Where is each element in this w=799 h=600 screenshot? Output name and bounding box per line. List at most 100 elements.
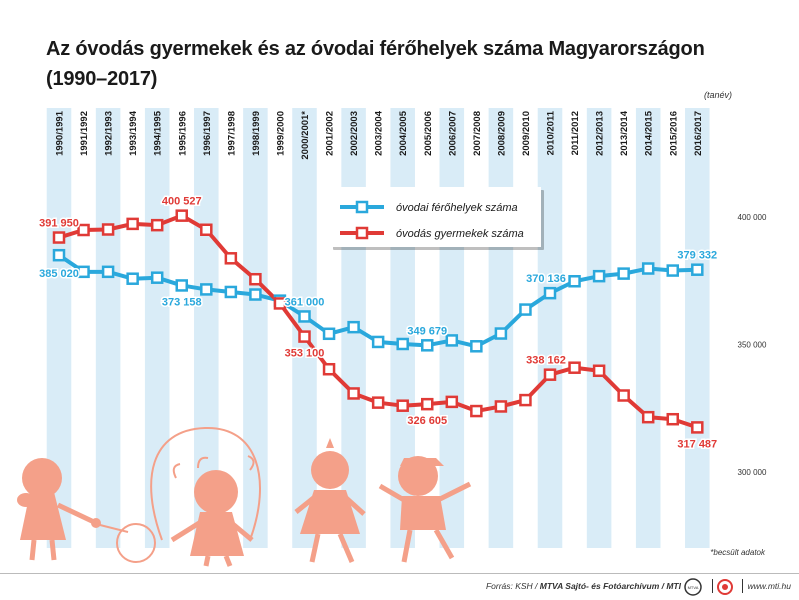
x-tick-label: 1993/1994 [128, 110, 139, 156]
children-marker [273, 297, 287, 310]
children-silhouettes [17, 426, 472, 567]
data-label: 361 000 [285, 296, 325, 308]
x-tick-label: 1995/1996 [177, 111, 188, 156]
capacity-marker [568, 275, 581, 288]
children-marker [519, 393, 532, 407]
children-marker [543, 368, 557, 381]
children-marker [77, 223, 90, 237]
children-marker [52, 231, 66, 244]
data-labels: 391 950 400 527 385 020 373 158 361 000 353 1… [38, 194, 719, 452]
x-tick-label: 1999/2000 [275, 111, 286, 156]
children-marker [175, 209, 188, 222]
x-tick-label: 2007/2008 [472, 111, 483, 156]
capacity-marker [77, 265, 90, 279]
children-marker [396, 399, 409, 412]
x-tick-label: 2005/2006 [423, 111, 434, 156]
legend-marker [355, 226, 369, 240]
children-marker [421, 397, 434, 411]
capacity-marker [494, 327, 508, 340]
x-tick-label: 2013/2014 [619, 110, 630, 156]
column-stripe [243, 108, 268, 548]
children-marker [592, 364, 606, 378]
column-stripe [537, 108, 563, 548]
capacity-marker [519, 303, 532, 316]
column-stripe [144, 108, 170, 548]
footer: Forrás: KSH / MTVA Sajtó- és Fotóarchívu… [0, 573, 799, 600]
capacity-marker [666, 264, 679, 277]
capacity-marker [298, 310, 311, 323]
x-tick-label: 2016/2017 [693, 111, 704, 156]
children-marker [249, 272, 262, 286]
x-axis-tick-labels: 1990/1991 1991/1992 1992/1993 1993/1994 1994… [55, 110, 704, 159]
source-text: Forrás: KSH / MTVA Sajtó- és Fotóarchívu… [486, 581, 681, 591]
capacity-marker [224, 285, 238, 299]
x-tick-label: 2002/2003 [349, 111, 360, 156]
capacity-marker [52, 248, 66, 262]
x-tick-label: 2009/2010 [521, 111, 532, 156]
y-tick-label: 300 000 [738, 468, 767, 477]
legend-label: óvodás gyermekek száma [396, 228, 524, 240]
capacity-marker [126, 272, 139, 285]
children-marker [568, 361, 581, 374]
legend-marker [355, 200, 369, 214]
mti-logo-icon [717, 579, 733, 595]
capacity-marker [249, 288, 262, 301]
x-tick-label: 2011/2012 [570, 111, 581, 155]
source-prefix: Forrás: KSH / [485, 581, 540, 591]
column-stripe [586, 108, 612, 548]
children-marker [224, 252, 238, 265]
x-tick-label: 2000/2001* [300, 111, 311, 160]
children-marker [150, 218, 164, 232]
x-tick-label: 1992/1993 [104, 111, 115, 156]
title-block: Az óvodás gyermekek és az óvodai férőhel… [46, 34, 766, 94]
girl-silhouette-icon [17, 458, 156, 563]
column-stripe [95, 108, 121, 548]
capacity-marker [150, 271, 164, 284]
children-marker [322, 362, 336, 376]
footer-url: www.mti.hu [747, 581, 791, 591]
boy-silhouette-icon [378, 456, 472, 563]
x-tick-label: 2012/2013 [595, 111, 606, 156]
capacity-marker [691, 263, 704, 276]
column-stripe [635, 108, 661, 548]
column-stripe [685, 108, 710, 548]
children-marker [691, 421, 704, 434]
data-label: 373 158 [162, 296, 202, 308]
footer-divider [741, 579, 743, 593]
capacity-marker [396, 337, 409, 351]
legend-label: óvodai férőhelyek száma [396, 202, 518, 214]
x-unit-label: (tanév) [704, 90, 732, 100]
column-stripes [46, 108, 710, 548]
chart-title: Az óvodás gyermekek és az óvodai férőhel… [46, 38, 705, 60]
x-tick-label: 2008/2009 [496, 111, 507, 156]
capacity-marker [371, 335, 385, 349]
y-tick-label: 350 000 [738, 341, 767, 350]
data-label: 349 679 [407, 325, 447, 337]
children-marker [371, 396, 385, 409]
x-tick-label: 1990/1991 [55, 110, 66, 156]
x-tick-label: 2014/2015 [644, 110, 655, 156]
x-tick-label: 2003/2004 [374, 110, 385, 156]
source-bold: MTVA Sajtó- és Fotóarchívum / MTI [539, 581, 681, 591]
data-label: 400 527 [162, 196, 202, 208]
children-marker [200, 223, 213, 236]
x-tick-label: 1991/1992 [79, 111, 90, 156]
data-label: 391 950 [39, 218, 79, 230]
children-marker [494, 400, 508, 413]
capacity-marker [421, 339, 434, 352]
children-marker [347, 387, 360, 400]
x-tick-label: 1996/1997 [202, 111, 213, 156]
children-marker [617, 389, 630, 402]
capacity-marker [543, 286, 557, 300]
jumprope-girl-silhouette-icon [150, 426, 261, 567]
data-label: 353 100 [285, 348, 325, 360]
capacity-marker [617, 267, 630, 280]
capacity-marker [175, 279, 188, 292]
capacity-marker [322, 327, 336, 341]
children-marker [666, 412, 679, 426]
mtva-logo-text: MTVA [688, 585, 699, 590]
children-marker [445, 395, 459, 409]
data-label: 338 162 [526, 355, 566, 367]
y-tick-label: 400 000 [738, 213, 767, 222]
